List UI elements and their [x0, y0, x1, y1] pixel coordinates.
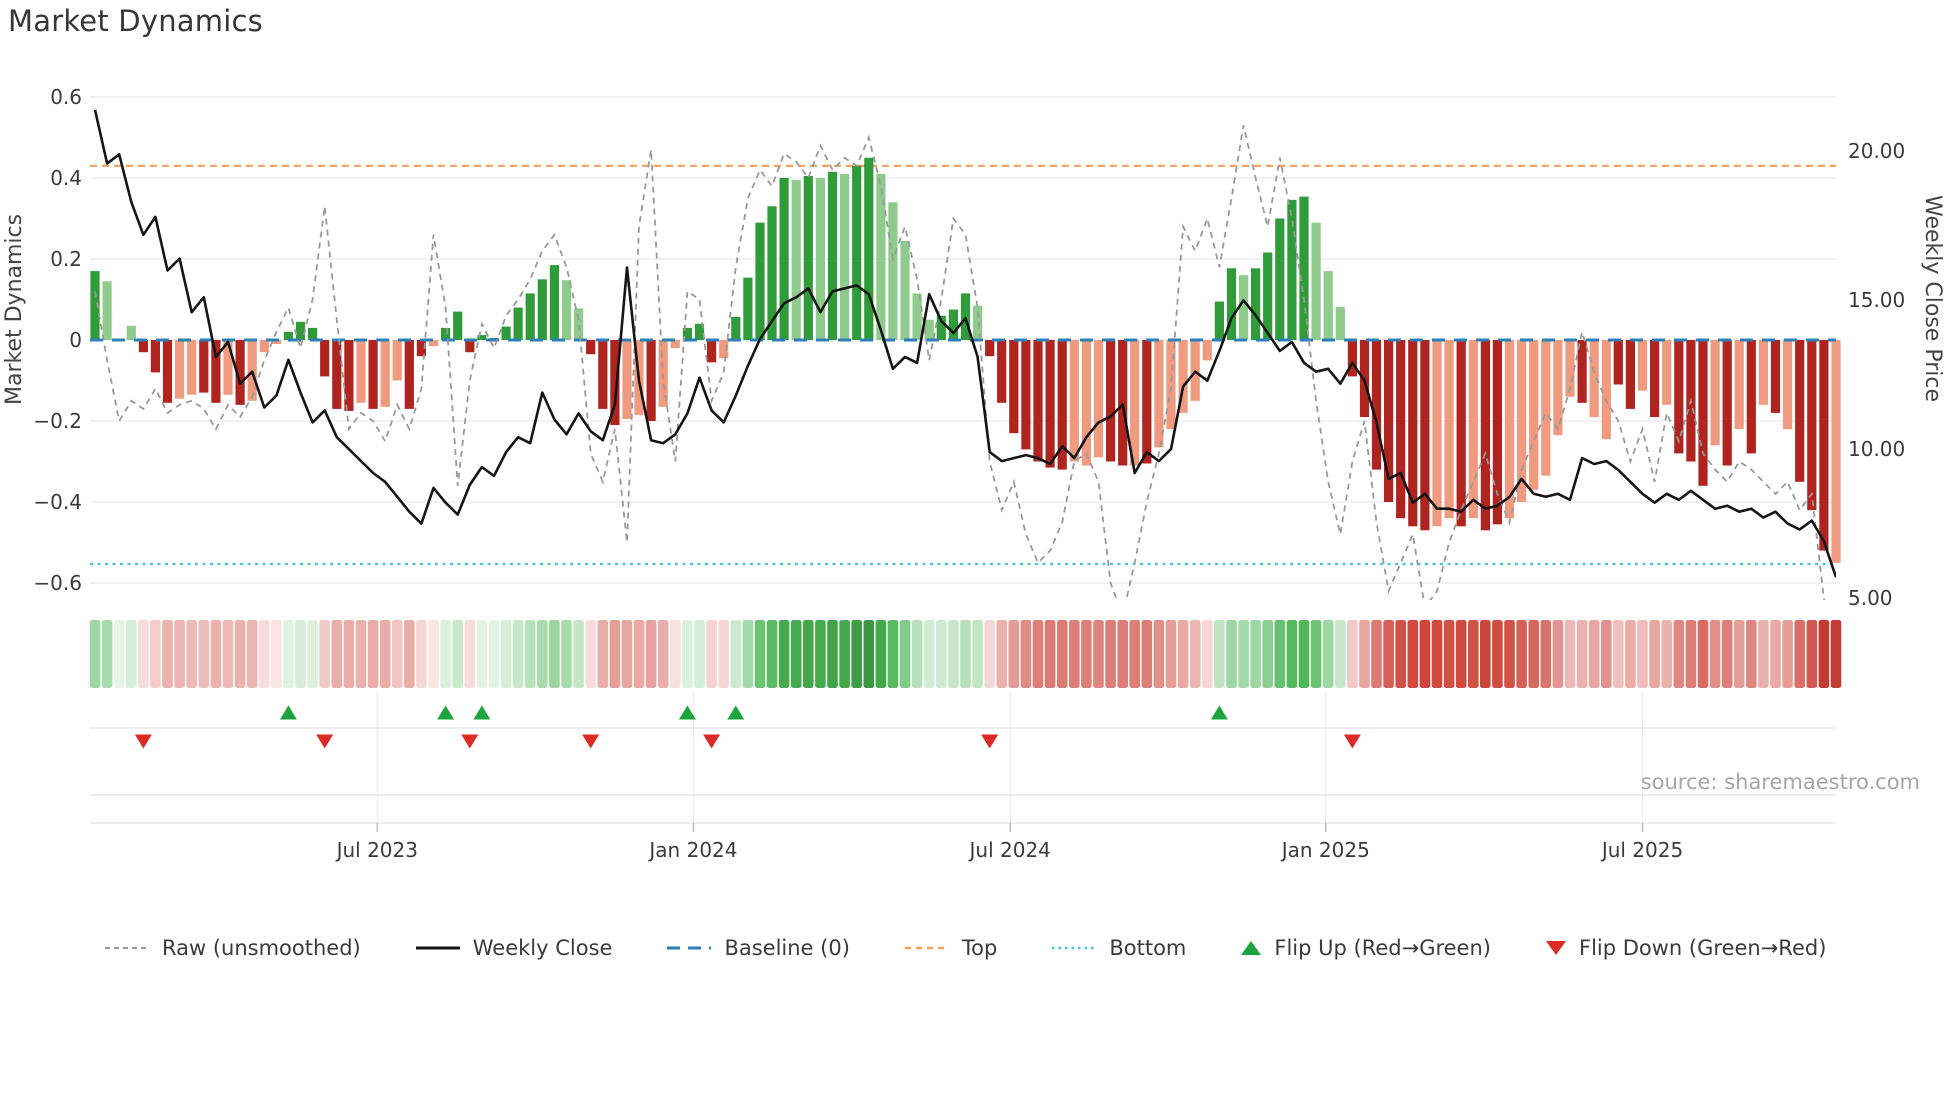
left-tick: 0.4 — [50, 166, 82, 190]
dashed-gray-line-icon — [105, 947, 149, 949]
source-credit: source: sharemaestro.com — [1640, 770, 1920, 794]
left-axis-label: Market Dynamics — [2, 213, 27, 405]
long-dashed-blue-line-icon — [667, 946, 712, 950]
legend: Raw (unsmoothed) Weekly Close Baseline (… — [104, 936, 1884, 960]
left-tick: −0.4 — [33, 490, 82, 514]
legend-item-bottom: Bottom — [1051, 936, 1186, 960]
legend-label: Top — [961, 936, 998, 960]
right-tick: 20.00 — [1848, 139, 1906, 163]
left-tick: 0.6 — [50, 85, 82, 109]
left-tick: −0.6 — [33, 571, 82, 595]
x-tick: Jul 2025 — [1601, 838, 1684, 862]
dashed-orange-line-icon — [904, 946, 949, 950]
left-tick: 0.2 — [50, 247, 82, 271]
red-down-triangle-icon — [1545, 941, 1566, 955]
x-tick: Jan 2025 — [1281, 838, 1370, 862]
legend-item-raw: Raw (unsmoothed) — [104, 936, 361, 960]
solid-black-line-icon — [415, 946, 460, 950]
left-tick: −0.2 — [33, 409, 82, 433]
legend-item-flip-up: Flip Up (Red→Green) — [1240, 936, 1491, 960]
legend-label: Flip Up (Red→Green) — [1274, 936, 1491, 960]
legend-label: Bottom — [1109, 936, 1187, 960]
x-tick: Jul 2023 — [336, 838, 418, 862]
legend-label: Raw (unsmoothed) — [162, 936, 361, 960]
right-tick: 10.00 — [1848, 437, 1906, 461]
page-title: Market Dynamics — [8, 4, 263, 38]
right-tick: 15.00 — [1848, 288, 1906, 312]
left-tick: 0 — [69, 328, 82, 352]
legend-label: Baseline (0) — [724, 936, 850, 960]
legend-item-top: Top — [904, 936, 997, 960]
legend-item-weekly-close: Weekly Close — [415, 936, 613, 960]
x-tick: Jul 2024 — [969, 838, 1051, 862]
legend-label: Weekly Close — [472, 936, 613, 960]
dotted-cyan-line-icon — [1052, 946, 1097, 950]
legend-item-baseline: Baseline (0) — [666, 936, 850, 960]
legend-label: Flip Down (Green→Red) — [1578, 936, 1827, 960]
green-up-triangle-icon — [1241, 941, 1262, 955]
legend-item-flip-down: Flip Down (Green→Red) — [1545, 936, 1826, 960]
x-tick: Jan 2024 — [649, 838, 738, 862]
right-tick: 5.00 — [1848, 586, 1893, 610]
right-axis-label: Weekly Close Price — [1920, 195, 1945, 402]
